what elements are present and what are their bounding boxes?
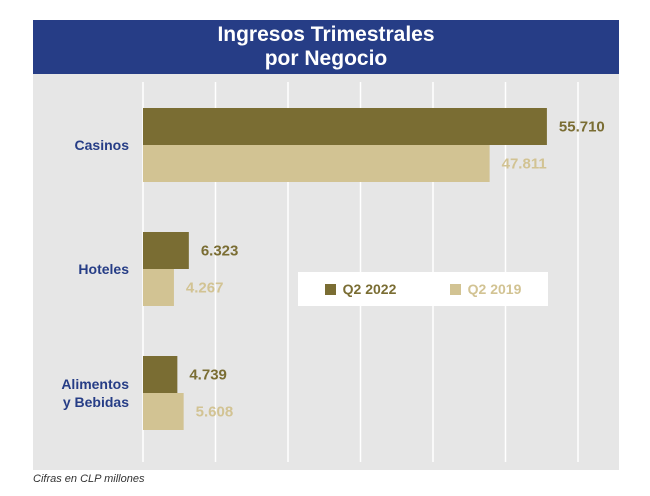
data-label-q2-2019-1: 4.267 — [186, 280, 224, 297]
legend: Q2 2022 Q2 2019 — [298, 272, 548, 306]
chart-title: Ingresos Trimestrales por Negocio — [33, 20, 619, 74]
chart-title-line-2: por Negocio — [264, 47, 388, 70]
category-label-0: Casinos — [75, 137, 130, 153]
category-label-1: Hoteles — [78, 261, 129, 277]
data-label-q2-2022-0: 55.710 — [559, 119, 605, 136]
bar-q2-2022-1 — [143, 232, 189, 269]
data-label-q2-2022-2: 4.739 — [189, 367, 227, 384]
category-label-line: Casinos — [75, 137, 130, 153]
chart-title-line-1: Ingresos Trimestrales — [217, 23, 435, 46]
legend-item-q2-2022: Q2 2022 — [324, 281, 397, 297]
legend-item-q2-2019: Q2 2019 — [449, 281, 522, 297]
legend-label-q2-2019: Q2 2019 — [467, 281, 522, 297]
legend-swatch-q2-2019 — [449, 283, 461, 295]
bar-q2-2019-1 — [143, 269, 174, 306]
category-label-line: y Bebidas — [63, 394, 129, 410]
plot-area: 55.710 47.811 Casinos 6.323 4.267 Hoteles 4.73… — [33, 74, 619, 470]
category-label-2: Alimentos y Bebidas — [61, 376, 129, 410]
legend-label-q2-2022: Q2 2022 — [342, 281, 397, 297]
data-label-q2-2019-2: 5.608 — [196, 404, 234, 421]
bar-q2-2022-0 — [143, 108, 547, 145]
bar-q2-2022-2 — [143, 356, 178, 393]
bar-q2-2019-2 — [143, 393, 184, 430]
bar-q2-2019-0 — [143, 145, 490, 182]
data-label-q2-2022-1: 6.323 — [201, 243, 239, 260]
legend-swatch-q2-2022 — [324, 283, 336, 295]
bar-chart: 55.710 47.811 Casinos 6.323 4.267 Hoteles 4.73… — [61, 82, 605, 462]
footnote: Cifras en CLP millones — [33, 473, 145, 485]
data-label-q2-2019-0: 47.811 — [502, 156, 547, 173]
category-label-line: Alimentos — [61, 376, 129, 392]
category-label-line: Hoteles — [78, 261, 129, 277]
